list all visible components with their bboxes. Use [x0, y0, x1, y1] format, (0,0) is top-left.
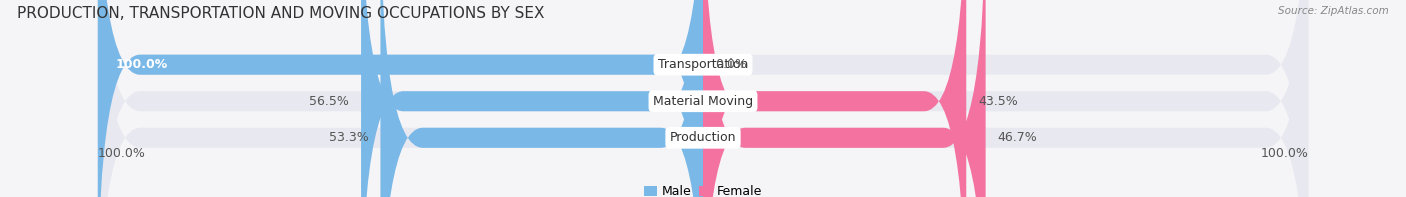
Text: Source: ZipAtlas.com: Source: ZipAtlas.com — [1278, 6, 1389, 16]
Text: 43.5%: 43.5% — [979, 95, 1018, 108]
FancyBboxPatch shape — [98, 0, 1308, 197]
FancyBboxPatch shape — [703, 0, 966, 197]
Text: 100.0%: 100.0% — [115, 58, 169, 71]
FancyBboxPatch shape — [361, 0, 703, 197]
Text: 0.0%: 0.0% — [716, 58, 747, 71]
Text: 56.5%: 56.5% — [309, 95, 349, 108]
Text: Transportation: Transportation — [658, 58, 748, 71]
Text: 46.7%: 46.7% — [998, 131, 1038, 144]
Text: PRODUCTION, TRANSPORTATION AND MOVING OCCUPATIONS BY SEX: PRODUCTION, TRANSPORTATION AND MOVING OC… — [17, 6, 544, 21]
FancyBboxPatch shape — [703, 0, 986, 197]
Text: 100.0%: 100.0% — [1260, 147, 1308, 160]
Text: Production: Production — [669, 131, 737, 144]
FancyBboxPatch shape — [98, 0, 703, 197]
Legend: Male, Female: Male, Female — [640, 180, 766, 197]
Text: 100.0%: 100.0% — [98, 147, 146, 160]
FancyBboxPatch shape — [98, 0, 1308, 197]
FancyBboxPatch shape — [98, 0, 1308, 197]
FancyBboxPatch shape — [381, 0, 703, 197]
Text: Material Moving: Material Moving — [652, 95, 754, 108]
Text: 53.3%: 53.3% — [329, 131, 368, 144]
